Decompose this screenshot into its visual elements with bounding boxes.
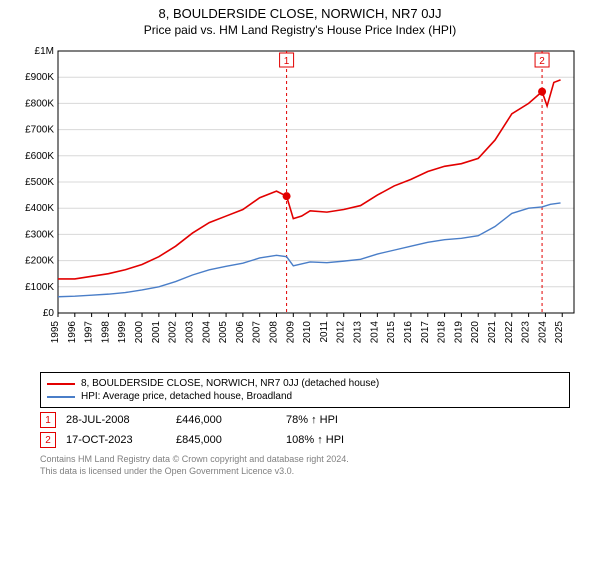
svg-text:£100K: £100K [25, 282, 54, 293]
svg-text:2014: 2014 [369, 321, 380, 344]
svg-text:£700K: £700K [25, 125, 54, 136]
svg-text:2013: 2013 [353, 321, 364, 344]
svg-text:2021: 2021 [487, 321, 498, 344]
svg-text:2004: 2004 [201, 321, 212, 344]
footer-line-1: Contains HM Land Registry data © Crown c… [40, 454, 570, 466]
svg-text:2001: 2001 [151, 321, 162, 344]
legend-swatch [47, 383, 75, 385]
sale-price: £446,000 [176, 414, 276, 426]
svg-text:2024: 2024 [537, 321, 548, 344]
svg-text:2011: 2011 [319, 321, 330, 343]
price-chart: £0 £100K £200K £300K £400K £500K £600K £700K £80… [10, 41, 590, 361]
sale-vs-hpi: 108% ↑ HPI [286, 434, 386, 446]
svg-text:1999: 1999 [117, 321, 128, 344]
svg-text:2002: 2002 [168, 321, 179, 344]
svg-text:2020: 2020 [470, 321, 481, 344]
footer: Contains HM Land Registry data © Crown c… [40, 454, 570, 477]
svg-text:2012: 2012 [336, 321, 347, 344]
svg-text:£500K: £500K [25, 177, 54, 188]
svg-text:£900K: £900K [25, 72, 54, 83]
svg-text:£200K: £200K [25, 256, 54, 267]
footer-line-2: This data is licensed under the Open Gov… [40, 466, 570, 478]
sale-date: 28-JUL-2008 [66, 414, 166, 426]
legend-label: 8, BOULDERSIDE CLOSE, NORWICH, NR7 0JJ (… [81, 378, 379, 389]
svg-text:2003: 2003 [184, 321, 195, 344]
svg-text:£1M: £1M [35, 46, 54, 57]
sale-row-2: 2 17-OCT-2023 £845,000 108% ↑ HPI [40, 432, 570, 448]
svg-text:2006: 2006 [235, 321, 246, 344]
svg-text:1997: 1997 [84, 321, 95, 344]
legend-label: HPI: Average price, detached house, Broa… [81, 391, 292, 402]
svg-text:2007: 2007 [252, 321, 263, 344]
svg-text:2010: 2010 [302, 321, 313, 344]
chart-container: £0 £100K £200K £300K £400K £500K £600K £700K £80… [10, 41, 590, 366]
page-subtitle: Price paid vs. HM Land Registry's House … [0, 23, 600, 37]
svg-text:1998: 1998 [100, 321, 111, 344]
svg-text:1: 1 [284, 56, 290, 67]
svg-text:2009: 2009 [285, 321, 296, 344]
svg-text:£800K: £800K [25, 98, 54, 109]
legend-item-1: HPI: Average price, detached house, Broa… [47, 390, 563, 403]
svg-text:£300K: £300K [25, 229, 54, 240]
sale-badge: 2 [40, 432, 56, 448]
sale-badge: 1 [40, 412, 56, 428]
svg-text:£0: £0 [43, 308, 55, 319]
svg-text:£600K: £600K [25, 151, 54, 162]
sale-price: £845,000 [176, 434, 276, 446]
sale-vs-hpi: 78% ↑ HPI [286, 414, 386, 426]
legend-item-0: 8, BOULDERSIDE CLOSE, NORWICH, NR7 0JJ (… [47, 377, 563, 390]
svg-text:1996: 1996 [67, 321, 78, 344]
svg-text:2023: 2023 [521, 321, 532, 344]
legend-swatch [47, 396, 75, 398]
page-title: 8, BOULDERSIDE CLOSE, NORWICH, NR7 0JJ [0, 6, 600, 21]
sales-table: 1 28-JUL-2008 £446,000 78% ↑ HPI 2 17-OCT-202… [0, 412, 600, 448]
svg-text:2000: 2000 [134, 321, 145, 344]
svg-text:£400K: £400K [25, 203, 54, 214]
legend: 8, BOULDERSIDE CLOSE, NORWICH, NR7 0JJ (… [40, 372, 570, 408]
svg-text:1995: 1995 [50, 321, 61, 344]
sale-date: 17-OCT-2023 [66, 434, 166, 446]
svg-text:2005: 2005 [218, 321, 229, 344]
svg-text:2019: 2019 [453, 321, 464, 344]
svg-text:2008: 2008 [269, 321, 280, 344]
svg-text:2015: 2015 [386, 321, 397, 344]
svg-text:2022: 2022 [504, 321, 515, 344]
svg-text:2025: 2025 [554, 321, 565, 344]
svg-text:2016: 2016 [403, 321, 414, 344]
sale-point-2 [538, 88, 546, 96]
sale-row-1: 1 28-JUL-2008 £446,000 78% ↑ HPI [40, 412, 570, 428]
svg-text:2: 2 [539, 56, 545, 67]
svg-text:2018: 2018 [437, 321, 448, 344]
sale-point-1 [283, 192, 291, 200]
svg-text:2017: 2017 [420, 321, 431, 344]
